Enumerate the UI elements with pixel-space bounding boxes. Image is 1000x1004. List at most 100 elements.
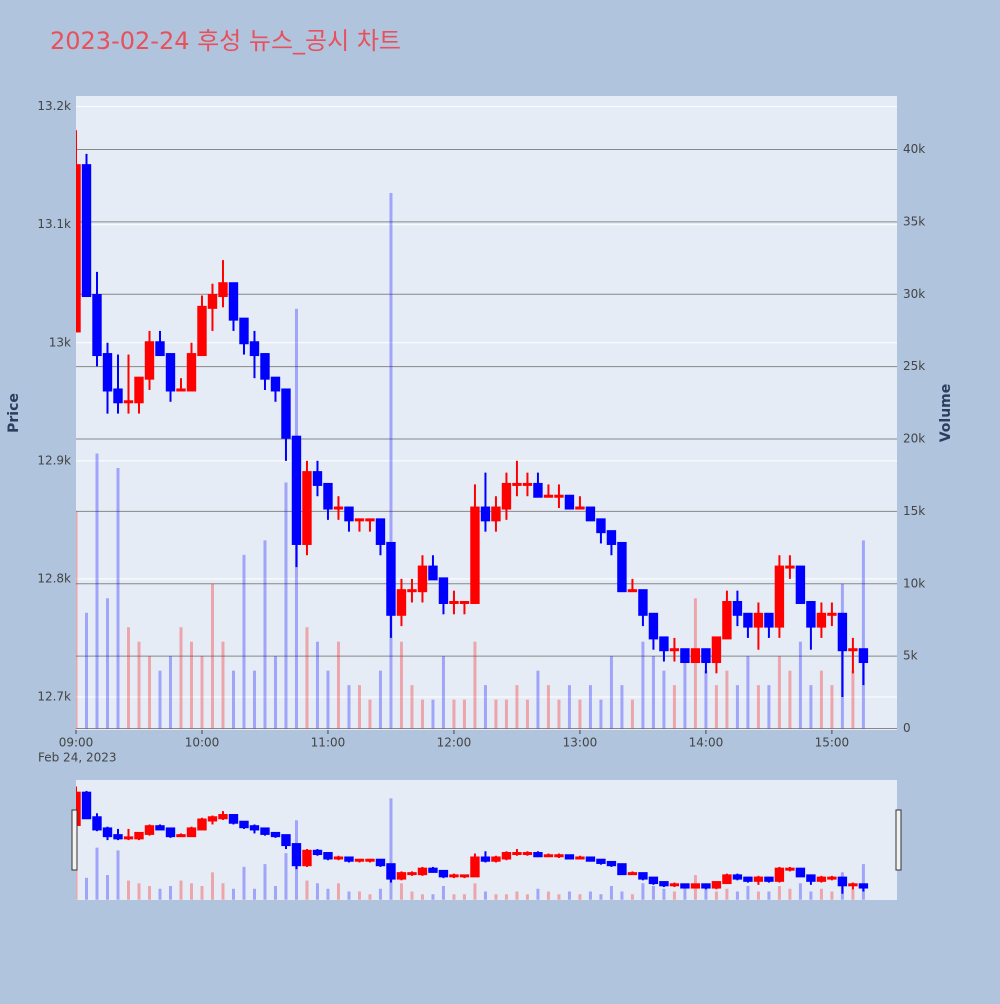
mini-candle-body [722,874,732,885]
volume-bar [599,699,603,729]
mini-candle-body [375,858,386,867]
mini-volume-bar [462,894,466,900]
mini-candle-body [260,827,270,835]
y2-tick-label: 25k [903,359,925,373]
candle-body [617,541,627,593]
volume-bar [168,656,172,729]
candle-body [333,506,344,510]
candle-body [344,506,354,522]
candle-body [291,435,302,545]
volume-bar [504,699,508,729]
mini-volume-bar [830,891,834,900]
volume-bar [200,656,204,729]
candle-body [76,164,81,333]
candle-body [417,565,428,593]
candle-body [554,494,564,498]
candle-body [564,494,575,510]
rangeslider[interactable] [76,780,897,900]
candle-body [638,589,648,616]
mini-volume-bar [252,888,256,900]
mini-volume-bar [221,883,225,900]
mini-candle-body [680,883,690,889]
candle-body [197,305,207,357]
volume-bar [105,598,109,729]
mini-volume-bar [546,891,550,900]
mini-volume-bar [578,894,582,900]
candle-body [837,612,848,652]
volume-bar [777,656,781,729]
candle-body [176,388,186,392]
mini-volume-bar [798,883,802,900]
y2-tick-label: 15k [903,504,925,518]
mini-volume-bar [378,888,382,900]
candle-body [228,282,239,321]
candle-body [312,471,323,486]
mini-candle-body [743,876,753,882]
mini-candle-body [333,856,344,860]
candle-body [249,341,260,357]
mini-candle-body [197,818,207,831]
volume-bar [861,540,865,729]
candle-body [848,648,858,652]
mini-candle-body [207,816,218,822]
y-axis-title: Price [6,393,22,433]
mini-volume-bar [861,864,865,900]
candle-body [438,577,449,604]
y2-tick-label: 5k [903,649,918,663]
volume-bar [231,670,235,729]
candle-body [491,506,501,522]
candle-body [365,518,375,522]
volume-bar [546,685,550,729]
x-tick-label: 12:00 [437,736,472,750]
candle-body [459,600,470,604]
volume-bar [567,685,571,729]
volume-bar [578,699,582,729]
candle-body [785,565,795,569]
volume-bar [315,641,319,729]
mini-candle-body [774,867,785,882]
volume-bar [357,685,361,729]
candle-body [533,482,543,498]
x-tick-label: 13:00 [563,736,598,750]
candle-body [239,317,249,345]
volume-bar [326,670,330,729]
volume-bar [441,656,445,729]
mini-volume-bar [756,891,760,900]
mini-candle-body [564,854,575,860]
mini-volume-bar [767,891,771,900]
mini-candle-body [554,854,564,858]
volume-bar [693,598,697,729]
mini-volume-bar [168,886,172,900]
mini-candle-body [218,814,228,820]
mini-volume-bar [662,888,666,900]
mini-candle-body [438,869,449,878]
candle-body [680,648,690,664]
mini-volume-bar [399,883,403,900]
volume-bar [819,670,823,729]
x-date-label: Feb 24, 2023 [38,751,117,765]
rangeslider-handle-left[interactable] [71,809,78,871]
candle-body [659,636,669,652]
mini-candle-body [711,881,722,889]
mini-candle-body [144,825,155,835]
candle-body [428,565,438,581]
volume-bar [84,612,88,729]
candle-body [722,600,732,640]
rangeslider-handle-right[interactable] [895,809,902,871]
volume-bar [662,670,666,729]
candle-body [774,565,785,628]
y2-tick-label: 10k [903,576,925,590]
mini-candle-body [113,834,123,840]
candle-body [543,494,554,498]
mini-candle-body [575,856,585,860]
mini-volume-bar [84,877,88,900]
mini-candle-body [155,825,165,831]
mini-candle-body [176,834,186,838]
mini-candle-body [302,849,312,867]
mini-volume-bar [851,888,855,900]
chart-title: 2023-02-24 후성 뉴스_공시 차트 [50,27,401,55]
volume-bar [735,685,739,729]
x-tick-label: 09:00 [59,736,94,750]
volume-bar [620,685,624,729]
